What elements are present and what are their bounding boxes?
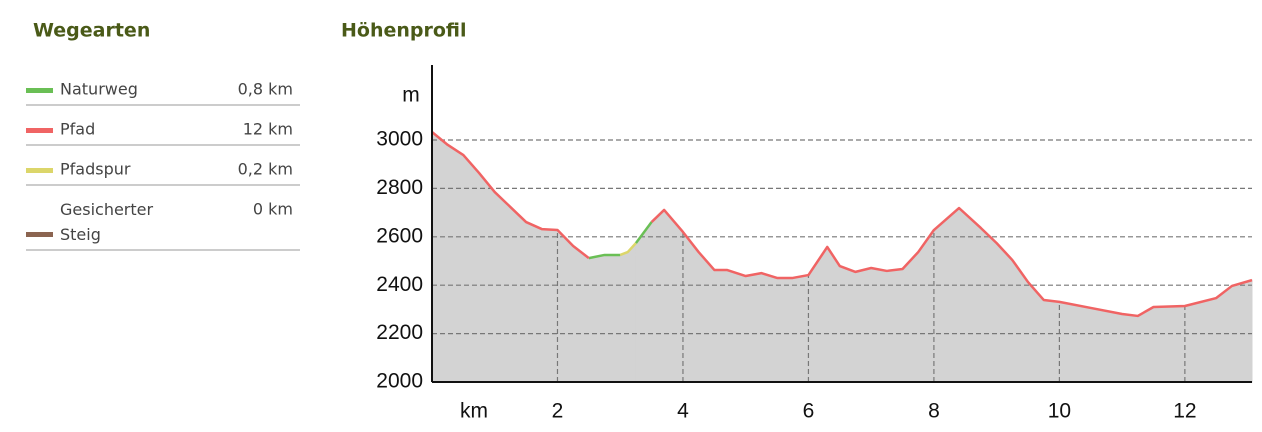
legend-swatch [26,168,53,173]
x-tick-label: 8 [928,400,940,423]
area [588,254,621,383]
legend-title: Wegearten [33,20,150,42]
x-tick-label: 2 [552,400,564,423]
profile-line [634,221,653,244]
legend-name: Naturweg [60,80,138,99]
chart-title: Höhenprofil [341,20,467,42]
profile-line [619,242,637,257]
area [635,220,653,383]
x-tick-label: 4 [677,400,689,423]
legend-name: Pfadspur [60,160,131,179]
legend-distance: 0,8 km [238,80,293,99]
x-tick-label: 12 [1173,400,1196,423]
legend-distance: 0 km [253,200,293,219]
area [619,241,637,383]
y-tick-label: 3000 [376,128,423,151]
y-tick-label: 2400 [376,273,423,296]
x-tick-label: 10 [1048,400,1071,423]
profile-line [431,131,590,260]
area [651,207,1253,383]
legend-swatch [26,128,53,133]
profile-line [650,206,1253,318]
y-tick-label: 2600 [376,224,423,247]
x-tick-label: 6 [803,400,815,423]
profile-line [588,253,621,260]
legend-distance: 0,2 km [238,160,293,179]
y-axis-label: m [402,84,420,107]
area [431,130,590,383]
legend-name: Gesicherter Steig [60,200,154,244]
legend-name: Pfad [60,120,95,139]
y-tick-label: 2800 [376,176,423,199]
y-tick-label: 2000 [376,370,423,393]
legend-swatch [26,88,53,93]
y-tick-label: 2200 [376,321,423,344]
x-axis-label: km [460,400,488,423]
legend-swatch [26,232,53,237]
legend-distance: 12 km [243,120,293,139]
